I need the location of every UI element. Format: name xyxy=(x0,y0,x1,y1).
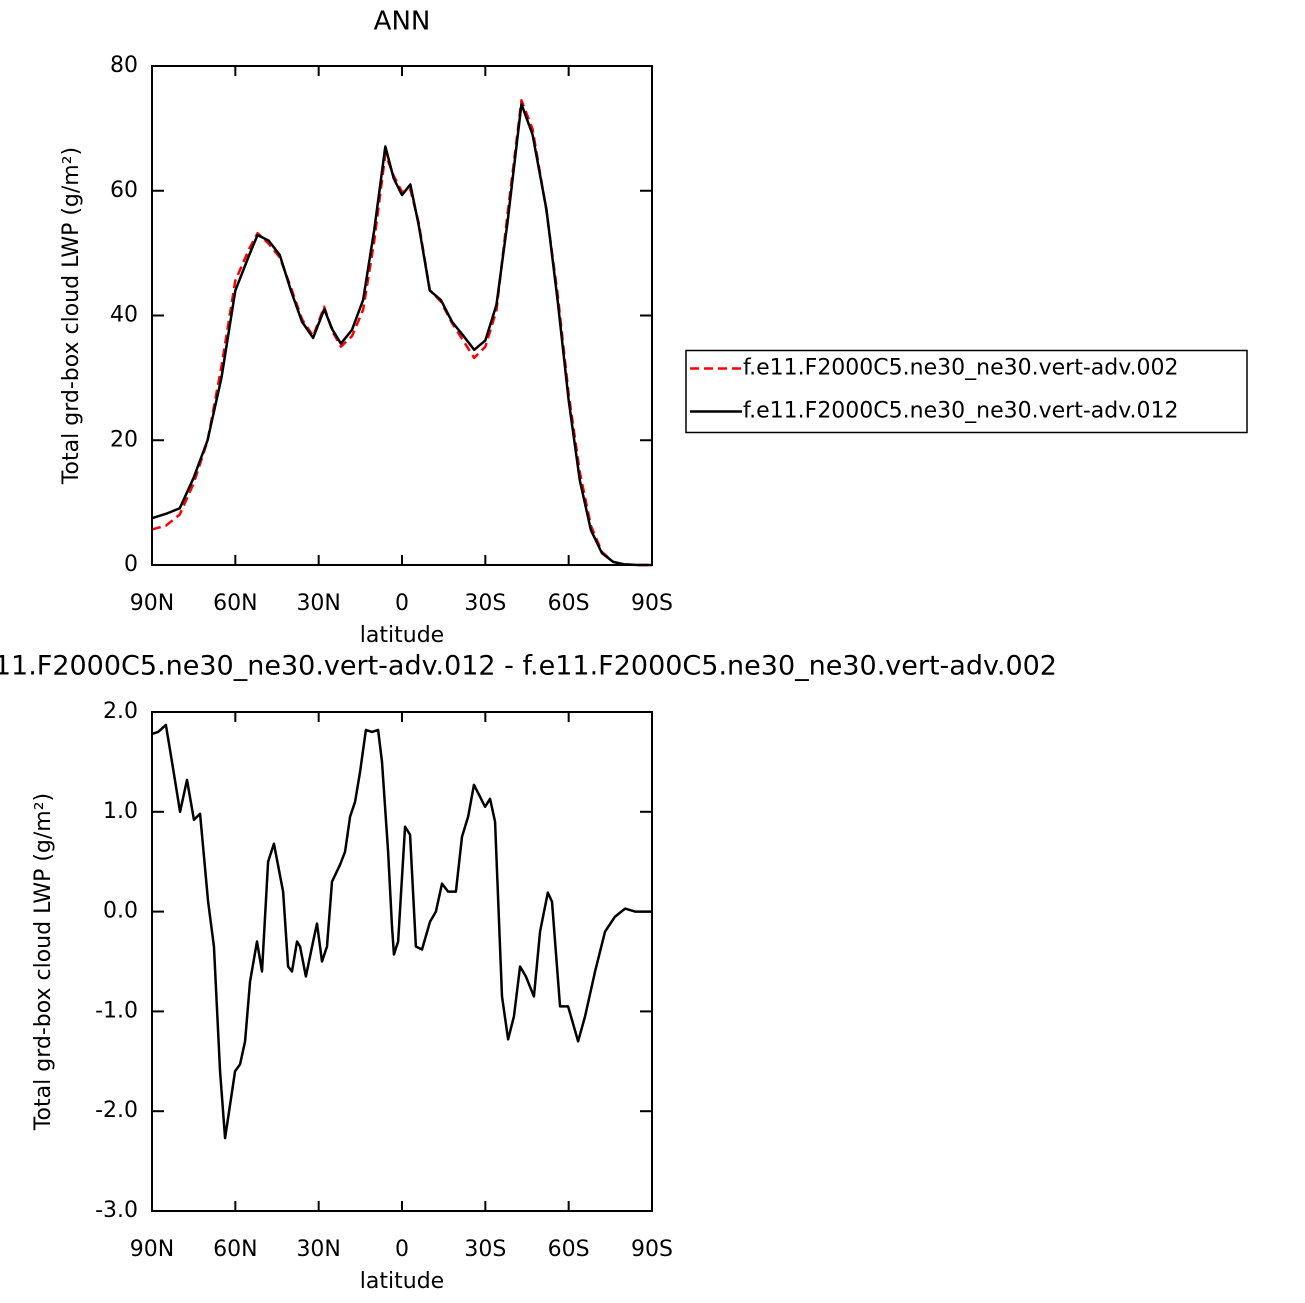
y-tick-label: 40 xyxy=(110,303,138,328)
x-tick-label: 90S xyxy=(631,591,673,616)
x-tick-label: 30S xyxy=(464,591,506,616)
x-axis-label: latitude xyxy=(360,1269,444,1294)
chart-title: ANN xyxy=(374,7,431,37)
x-tick-label: 90N xyxy=(130,1237,174,1262)
data-line xyxy=(151,723,652,1140)
x-tick-label: 60S xyxy=(548,591,590,616)
y-tick-label: 20 xyxy=(110,427,138,452)
x-tick-label: 0 xyxy=(395,591,409,616)
x-tick-label: 60N xyxy=(213,591,257,616)
legend-label: f.e11.F2000C5.ne30_ne30.vert-adv.012 xyxy=(743,399,1179,424)
legend-label: f.e11.F2000C5.ne30_ne30.vert-adv.002 xyxy=(743,356,1179,381)
data-line xyxy=(151,102,652,567)
y-tick-label: 1.0 xyxy=(103,799,138,824)
chart-title: f.e11.F2000C5.ne30_ne30.vert-adv.012 - f… xyxy=(0,651,1057,682)
x-tick-label: 90S xyxy=(631,1237,673,1262)
x-tick-label: 30N xyxy=(296,1237,340,1262)
x-tick-label: 60S xyxy=(548,1237,590,1262)
y-axis-label: Total grd-box cloud LWP (g/m²) xyxy=(59,147,84,485)
x-axis-label: latitude xyxy=(360,623,444,648)
x-tick-label: 60N xyxy=(213,1237,257,1262)
x-tick-label: 90N xyxy=(130,591,174,616)
y-tick-label: -1.0 xyxy=(95,998,138,1023)
y-axis-label: Total grd-box cloud LWP (g/m²) xyxy=(31,793,56,1131)
legend-box xyxy=(685,349,1248,434)
x-tick-label: 30N xyxy=(296,591,340,616)
y-tick-label: 0 xyxy=(124,552,138,577)
plot-frame xyxy=(151,711,653,1212)
x-tick-label: 30S xyxy=(464,1237,506,1262)
y-tick-label: -2.0 xyxy=(95,1098,138,1123)
y-tick-label: 2.0 xyxy=(103,699,138,724)
data-line xyxy=(151,99,652,567)
y-tick-label: -3.0 xyxy=(95,1198,138,1223)
y-tick-label: 60 xyxy=(110,178,138,203)
y-tick-label: 80 xyxy=(110,53,138,78)
plot-frame xyxy=(151,65,653,566)
x-tick-label: 0 xyxy=(395,1237,409,1262)
y-tick-label: 0.0 xyxy=(103,899,138,924)
